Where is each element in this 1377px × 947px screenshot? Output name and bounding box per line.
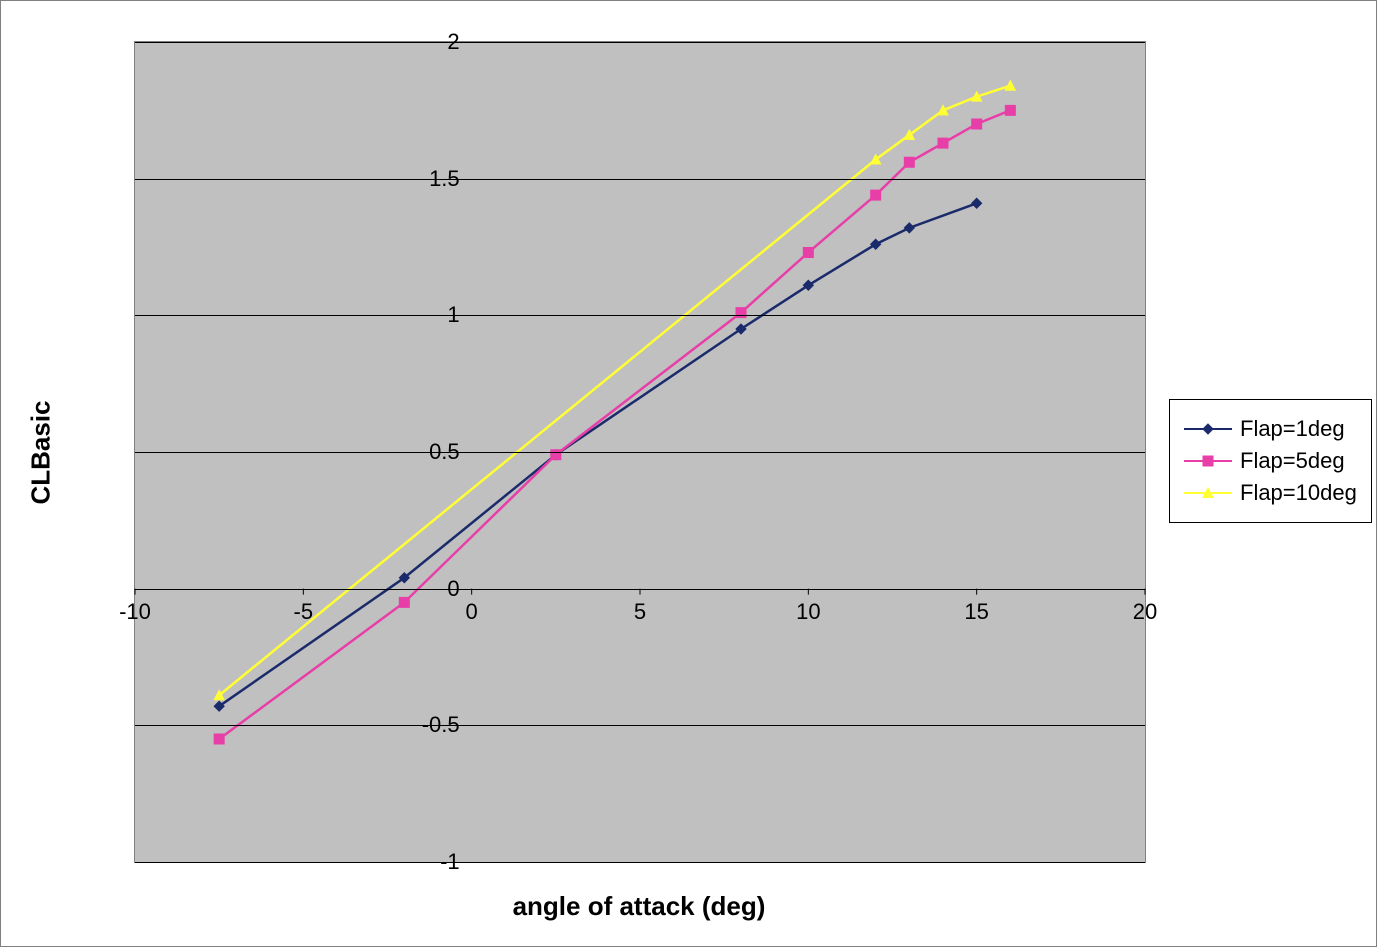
legend-label: Flap=5deg <box>1240 448 1345 474</box>
series-marker <box>214 734 224 744</box>
legend-item: Flap=5deg <box>1184 448 1357 474</box>
plot-area: -1-0.500.511.52-10-505101520 <box>134 41 1146 863</box>
x-tick-label: -10 <box>119 599 151 625</box>
series-line-0 <box>219 203 977 706</box>
gridline-h <box>135 862 1145 863</box>
series-marker <box>938 138 948 148</box>
legend: Flap=1deg Flap=5deg Flap=10deg <box>1169 399 1372 523</box>
y-tick-label: 0 <box>410 576 460 602</box>
legend-label: Flap=1deg <box>1240 416 1345 442</box>
series-marker <box>972 198 982 208</box>
legend-swatch <box>1184 420 1232 438</box>
series-marker <box>871 190 881 200</box>
gridline-h <box>135 179 1145 180</box>
legend-item: Flap=1deg <box>1184 416 1357 442</box>
series-line-2 <box>219 86 1010 696</box>
y-tick-label: -0.5 <box>410 712 460 738</box>
y-tick-label: 0.5 <box>410 439 460 465</box>
legend-swatch <box>1184 452 1232 470</box>
y-tick-label: 1.5 <box>410 166 460 192</box>
gridline-h <box>135 452 1145 453</box>
series-marker <box>803 247 813 257</box>
series-marker <box>904 223 914 233</box>
x-axis-label: angle of attack (deg) <box>134 891 1144 922</box>
legend-item: Flap=10deg <box>1184 480 1357 506</box>
gridline-h <box>135 42 1145 43</box>
y-tick-label: 1 <box>410 302 460 328</box>
series-marker <box>399 597 409 607</box>
x-tick-label: 10 <box>796 599 820 625</box>
chart-frame: -1 -0.5 0 0.5 1 1.5 2 -10 -5 0 5 10 15 20 CLBasic ang… <box>0 0 1377 947</box>
series-marker <box>972 119 982 129</box>
series-marker <box>904 157 914 167</box>
x-tick-label: 15 <box>964 599 988 625</box>
chart-area: -1 -0.5 0 0.5 1 1.5 2 -10 -5 0 5 10 15 20 CLBasic ang… <box>19 19 1358 928</box>
y-axis-label: CLBasic <box>26 400 57 504</box>
gridline-h <box>135 589 1145 590</box>
legend-swatch <box>1184 484 1232 502</box>
gridline-h <box>135 725 1145 726</box>
x-tick-label: 0 <box>466 599 478 625</box>
x-tick-label: 5 <box>634 599 646 625</box>
series-line-1 <box>219 110 1010 739</box>
legend-label: Flap=10deg <box>1240 480 1357 506</box>
x-tick-label: -5 <box>294 599 314 625</box>
y-tick-label: -1 <box>410 849 460 875</box>
series-marker <box>1005 105 1015 115</box>
series-marker <box>1005 81 1015 91</box>
gridline-h <box>135 315 1145 316</box>
x-tick-label: 20 <box>1133 599 1157 625</box>
y-tick-label: 2 <box>410 29 460 55</box>
